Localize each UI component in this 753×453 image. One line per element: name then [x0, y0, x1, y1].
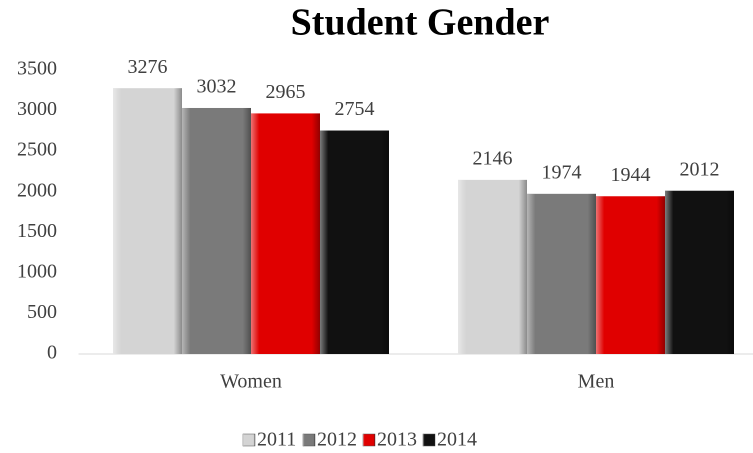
data-label: 2146 [473, 147, 513, 169]
data-label: 1944 [611, 164, 651, 186]
legend-label: 2013 [377, 429, 417, 451]
bar-shade [596, 196, 665, 354]
x-tick-label: Men [578, 371, 615, 393]
legend-label: 2014 [437, 429, 477, 451]
legend-swatch-shade [303, 434, 315, 446]
y-tick-label: 2500 [17, 139, 57, 161]
legend-swatch-shade [243, 434, 255, 446]
y-tick-label: 3000 [17, 98, 57, 120]
bar-shade [320, 130, 389, 354]
bar-shade [182, 107, 251, 354]
y-tick-label: 2000 [17, 179, 57, 201]
y-tick-label: 3500 [17, 58, 57, 80]
bar-shade [458, 179, 527, 354]
bar-shade [527, 193, 596, 354]
y-tick-label: 0 [47, 342, 57, 364]
chart-title: Student Gender [291, 2, 550, 44]
bar-shade [665, 190, 734, 354]
bar-shade [113, 88, 182, 355]
bar-shade [251, 113, 320, 354]
x-tick-label: Women [220, 371, 282, 393]
y-tick-label: 500 [27, 301, 57, 323]
data-label: 1974 [542, 161, 582, 183]
data-label: 2754 [335, 98, 375, 120]
legend-swatch-shade [423, 434, 435, 446]
y-tick-label: 1500 [17, 220, 57, 242]
data-label: 2012 [680, 158, 720, 180]
legend-label: 2012 [317, 429, 357, 451]
legend-swatch-shade [363, 434, 375, 446]
data-label: 2965 [266, 81, 306, 103]
y-tick-label: 1000 [17, 260, 57, 282]
legend-label: 2011 [257, 429, 296, 451]
data-label: 3276 [128, 56, 168, 78]
data-label: 3032 [197, 76, 237, 98]
